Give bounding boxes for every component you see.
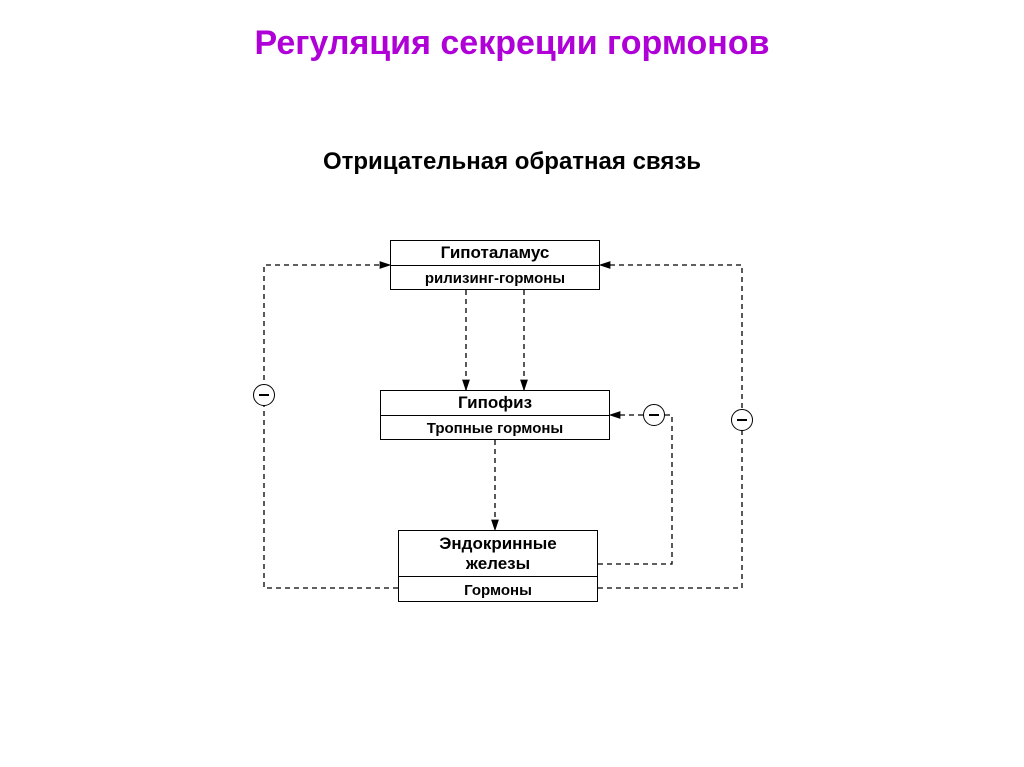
node-glands-row-1: Гормоны bbox=[399, 577, 597, 603]
edge-fb-left-long bbox=[264, 265, 398, 588]
node-hypothalamus-row-1: рилизинг-гормоны bbox=[391, 266, 599, 291]
edge-fb-right-long bbox=[598, 265, 742, 588]
node-glands: Эндокринные железыГормоны bbox=[398, 530, 598, 602]
node-glands-row-0: Эндокринные железы bbox=[399, 531, 597, 577]
page-title: Регуляция секреции гормонов bbox=[0, 24, 1024, 63]
node-pituitary-row-1: Тропные гормоны bbox=[381, 416, 609, 441]
node-pituitary-row-0: Гипофиз bbox=[381, 391, 609, 416]
page-subtitle: Отрицательная обратная связь bbox=[0, 148, 1024, 176]
minus-symbol-fb-right-long bbox=[731, 409, 753, 431]
node-hypothalamus-row-0: Гипоталамус bbox=[391, 241, 599, 266]
diagram-edges bbox=[0, 0, 1024, 767]
minus-symbol-fb-right-short bbox=[643, 404, 665, 426]
node-pituitary: ГипофизТропные гормоны bbox=[380, 390, 610, 440]
node-hypothalamus: Гипоталамусрилизинг-гормоны bbox=[390, 240, 600, 290]
minus-symbol-fb-left-long bbox=[253, 384, 275, 406]
